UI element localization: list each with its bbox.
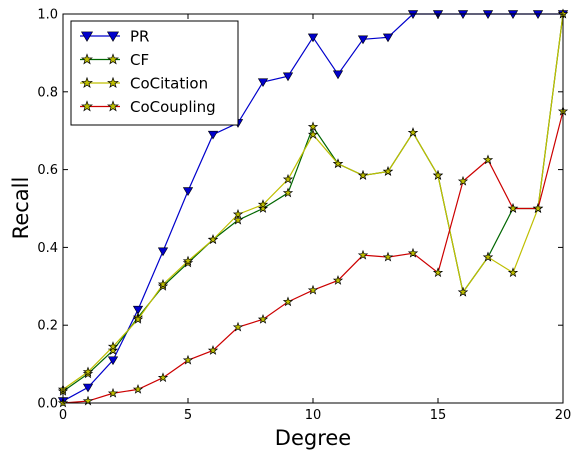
- legend-marker: [81, 53, 93, 65]
- y-tick-label: 0.8: [37, 85, 58, 100]
- series-cocitation: [57, 8, 569, 394]
- data-point-cocitation: [357, 169, 369, 180]
- data-point-pr: [257, 78, 269, 88]
- legend-box: [70, 20, 239, 126]
- data-point-cocoupling: [107, 387, 119, 398]
- legend: PR CF CoCitation CoCoupling: [70, 20, 239, 126]
- data-point-cocitation: [507, 267, 519, 278]
- series-cocoupling: [57, 105, 569, 408]
- data-point-cocoupling: [132, 383, 144, 394]
- legend-label: CF: [130, 51, 149, 69]
- data-point-cocoupling: [507, 203, 519, 213]
- data-point-pr: [282, 72, 294, 82]
- data-point-cocoupling: [457, 175, 469, 186]
- data-point-cocoupling: [182, 354, 194, 365]
- x-tick-label: 10: [305, 408, 322, 423]
- data-point-cocitation: [282, 173, 294, 184]
- legend-label: CoCoupling: [130, 98, 216, 116]
- legend-entry-pr: PR: [80, 28, 149, 46]
- plot-area: [57, 8, 569, 408]
- data-point-pr: [357, 35, 369, 45]
- data-point-pr: [207, 130, 219, 140]
- data-point-pr: [382, 33, 394, 43]
- data-point-cocitation: [82, 366, 94, 377]
- legend-label: PR: [130, 28, 149, 46]
- data-point-cf: [307, 121, 319, 132]
- data-point-cocitation: [207, 234, 219, 245]
- data-point-pr: [132, 305, 144, 315]
- legend-marker: [107, 100, 119, 112]
- data-point-pr: [307, 33, 319, 43]
- x-tick-label: 0: [59, 408, 67, 423]
- data-point-cocoupling: [257, 313, 269, 324]
- y-tick-label: 1.0: [37, 8, 58, 23]
- x-tick-label: 5: [184, 408, 192, 423]
- data-point-cocoupling: [432, 267, 444, 278]
- legend-entry-cf: CF: [80, 51, 149, 69]
- data-point-cocoupling: [232, 321, 244, 332]
- y-axis-label: Recall: [9, 177, 33, 240]
- data-point-cocitation: [407, 127, 419, 138]
- data-point-pr: [82, 383, 94, 393]
- data-point-cocoupling: [157, 372, 169, 383]
- legend-marker: [80, 31, 94, 42]
- data-point-cocoupling: [282, 296, 294, 307]
- data-point-cocoupling: [307, 284, 319, 295]
- data-point-cocoupling: [332, 275, 344, 285]
- data-point-cocitation: [457, 286, 469, 297]
- data-point-cocitation: [107, 341, 119, 351]
- axis-ticks: 0 5 10 15 20 0.0 0.2 0.4 0.6 0.8 1.0: [37, 8, 571, 424]
- data-point-cocitation: [482, 251, 494, 262]
- data-point-cocitation: [382, 166, 394, 176]
- data-point-cocitation: [157, 278, 169, 289]
- legend-marker: [106, 31, 120, 42]
- data-point-cocitation: [232, 208, 244, 219]
- data-point-cocoupling: [382, 251, 394, 262]
- legend-entry-cocoupling: CoCoupling: [80, 98, 216, 116]
- y-tick-label: 0.0: [37, 397, 58, 412]
- data-point-cocoupling: [357, 249, 369, 260]
- data-point-cocitation: [332, 158, 344, 169]
- data-point-cf: [232, 214, 244, 225]
- data-point-cocoupling: [407, 247, 419, 258]
- data-point-pr: [182, 187, 194, 196]
- data-point-cocitation: [182, 255, 194, 266]
- y-tick-label: 0.2: [37, 319, 58, 334]
- data-point-cf: [282, 187, 294, 198]
- x-axis-label: Degree: [275, 426, 351, 450]
- data-point-cocitation: [257, 199, 269, 210]
- legend-marker: [81, 76, 93, 89]
- legend-entry-cocitation: CoCitation: [80, 75, 208, 93]
- legend-label: CoCitation: [130, 75, 208, 93]
- data-point-pr: [332, 70, 344, 80]
- data-point-cf: [257, 203, 269, 213]
- x-tick-label: 20: [555, 408, 571, 423]
- legend-marker: [107, 76, 119, 89]
- data-point-cocoupling: [482, 154, 494, 165]
- data-point-cocoupling: [207, 345, 219, 355]
- data-point-pr: [107, 356, 119, 366]
- data-point-cocitation: [432, 169, 444, 180]
- x-tick-label: 15: [430, 408, 447, 423]
- data-point-cocoupling: [532, 203, 544, 213]
- legend-marker: [107, 53, 119, 65]
- legend-marker: [81, 100, 93, 112]
- data-point-cocitation: [307, 129, 319, 139]
- data-point-pr: [157, 247, 169, 257]
- y-tick-label: 0.6: [37, 163, 58, 178]
- y-tick-label: 0.4: [37, 241, 58, 256]
- data-point-cocitation: [132, 313, 144, 324]
